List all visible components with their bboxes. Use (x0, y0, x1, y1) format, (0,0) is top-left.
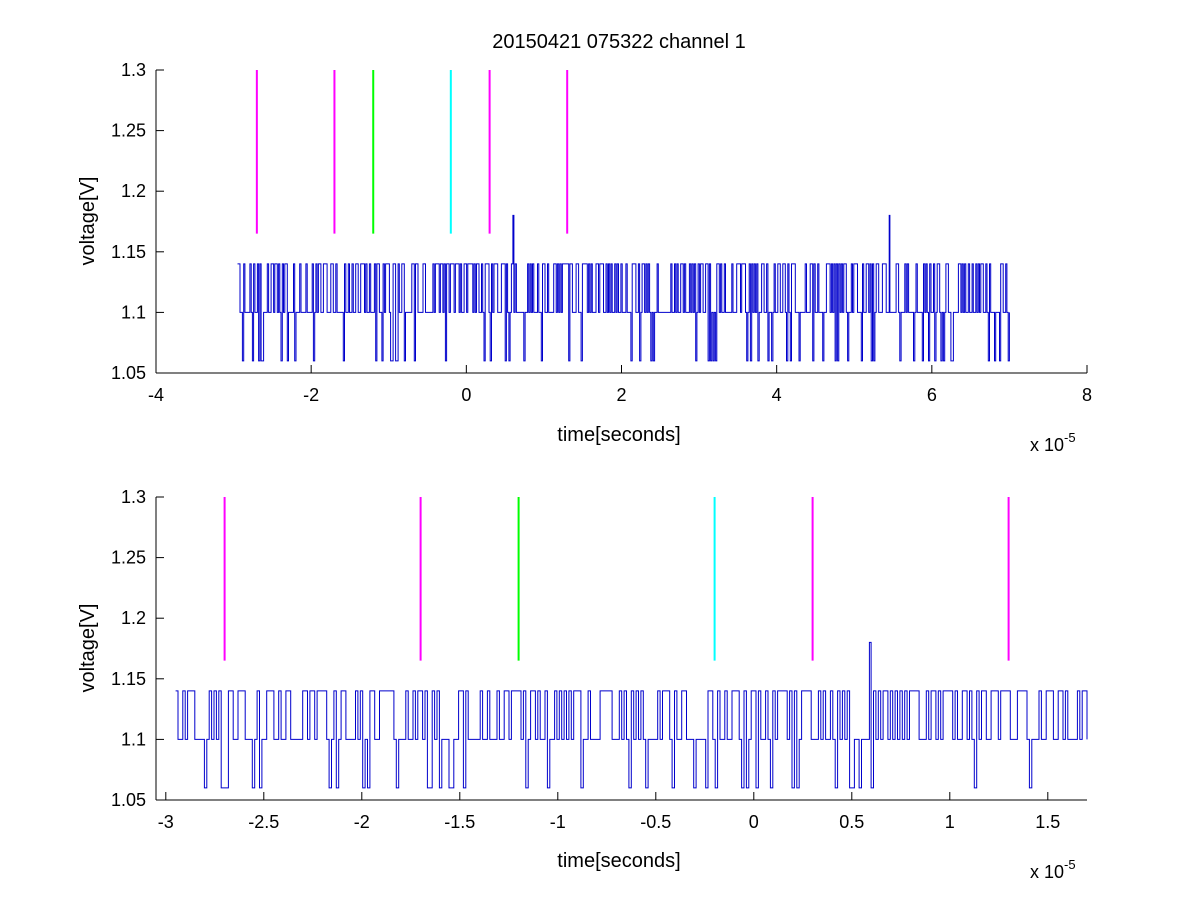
top-plot-x-tick-label: 0 (461, 385, 471, 405)
top-plot-x-tick-label: 2 (616, 385, 626, 405)
bottom-plot-x-tick-label: 1.5 (1035, 812, 1060, 832)
bottom-plot-x-tick-label: 0.5 (839, 812, 864, 832)
top-plot-x-exponent-power: -5 (1064, 430, 1076, 445)
top-plot-x-exponent: x 10-5 (1030, 430, 1076, 455)
bottom-plot: -3 -2.5 -2 -1.5 -1 -0.5 0 0.5 1 1.5 1.05 1.1 1.15 1.2… (77, 487, 1088, 882)
bottom-plot-area (156, 497, 1087, 800)
bottom-plot-x-tick-label: -2.5 (248, 812, 279, 832)
bottom-plot-x-tick-label: -0.5 (640, 812, 671, 832)
bottom-plot-signal-line (175, 641, 1088, 789)
top-plot-x-tick-label: 4 (772, 385, 782, 405)
bottom-plot-y-tick-label: 1.15 (111, 669, 146, 689)
bottom-plot-x-exponent: x 10-5 (1030, 857, 1076, 882)
bottom-plot-ylabel: voltage[V] (77, 604, 99, 693)
bottom-plot-y-tick-label: 1.3 (121, 487, 146, 507)
bottom-plot-xlabel: time[seconds] (557, 850, 680, 872)
bottom-plot-y-tick-label: 1.2 (121, 608, 146, 628)
top-plot-y-tick-label: 1.15 (111, 242, 146, 262)
bottom-plot-y-tick-label: 1.1 (121, 729, 146, 749)
top-plot-signal-group (237, 214, 1010, 362)
bottom-plot-signal-group (175, 641, 1088, 789)
top-plot-x-tick-label: -2 (303, 385, 319, 405)
top-plot-ylabel: voltage[V] (77, 177, 99, 266)
top-plot-x-exponent-base: x 10 (1030, 435, 1064, 455)
top-plot-signal-line (237, 214, 1010, 362)
bottom-plot-x-tick-label: -3 (158, 812, 174, 832)
bottom-plot-x-exponent-power: -5 (1064, 857, 1076, 872)
bottom-plot-x-tick-label: 1 (945, 812, 955, 832)
bottom-plot-y-tick-label: 1.05 (111, 790, 146, 810)
bottom-plot-x-tick-label: -2 (354, 812, 370, 832)
bottom-plot-x-tick-label: 0 (749, 812, 759, 832)
top-plot-x-tick-label: 8 (1082, 385, 1092, 405)
chart-title: 20150421 075322 channel 1 (492, 31, 746, 53)
top-plot-axes: -4 -2 0 2 4 6 8 1.05 1.1 1.15 1.2 1.25 1.3 (111, 60, 1092, 405)
bottom-plot-markers-group (223, 497, 1010, 661)
top-plot-y-tick-label: 1.2 (121, 181, 146, 201)
top-plot-x-tick-label: -4 (148, 385, 164, 405)
top-plot-y-tick-label: 1.1 (121, 302, 146, 322)
bottom-plot-axes: -3 -2.5 -2 -1.5 -1 -0.5 0 0.5 1 1.5 1.05 1.1 1.15 1.2… (111, 487, 1087, 832)
top-plot: -4 -2 0 2 4 6 8 1.05 1.1 1.15 1.2 1.25 1.3 time[seco… (77, 60, 1092, 455)
bottom-plot-x-tick-label: -1 (550, 812, 566, 832)
top-plot-y-tick-label: 1.3 (121, 60, 146, 80)
top-plot-y-tick-label: 1.25 (111, 121, 146, 141)
bottom-plot-x-tick-label: -1.5 (444, 812, 475, 832)
bottom-plot-y-tick-label: 1.25 (111, 548, 146, 568)
top-plot-y-tick-label: 1.05 (111, 363, 146, 383)
top-plot-markers-group (255, 70, 569, 234)
top-plot-xlabel: time[seconds] (557, 424, 680, 446)
bottom-plot-x-exponent-base: x 10 (1030, 862, 1064, 882)
top-plot-x-tick-label: 6 (927, 385, 937, 405)
